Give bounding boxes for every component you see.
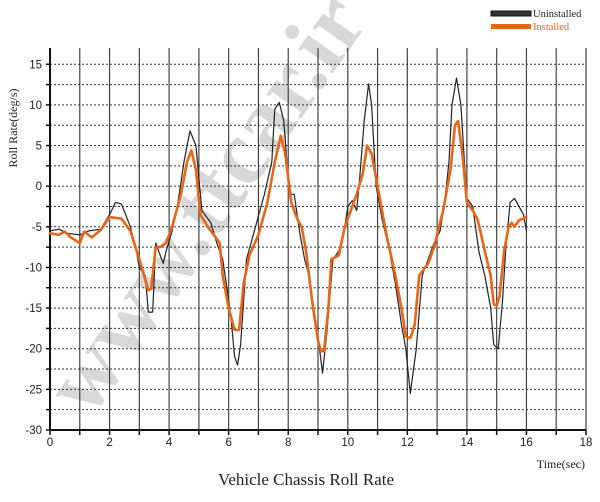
- x-tick-label: 10: [341, 437, 354, 449]
- x-tick-label: 12: [401, 437, 414, 449]
- legend-swatch-uninstalled: [490, 10, 532, 17]
- x-tick-label: 16: [520, 437, 533, 449]
- x-tick-label: 2: [106, 437, 112, 449]
- grid: [50, 48, 587, 430]
- y-tick-label: -20: [25, 344, 42, 356]
- x-tick-label: 6: [225, 437, 231, 449]
- y-tick-label: 5: [36, 141, 42, 153]
- y-tick-label: 15: [29, 59, 42, 71]
- y-tick-label: -25: [25, 384, 42, 396]
- axes: 0 2 4 6 8 10 12 14 16 18 15 10 5 0 -5 -10 -15 -20 -25 -30: [25, 48, 592, 449]
- x-tick-label: 0: [47, 437, 53, 449]
- x-axis-label: Time(sec): [537, 457, 585, 471]
- x-tick-label: 8: [285, 437, 291, 449]
- series-lines: [48, 77, 528, 394]
- y-tick-label: 10: [29, 100, 42, 112]
- legend-label-installed: Installed: [533, 22, 570, 33]
- y-tick-label: -15: [25, 303, 42, 315]
- x-tick-label: 14: [460, 437, 473, 449]
- x-tick-label: 18: [580, 437, 593, 449]
- chart-title: Vehicle Chassis Roll Rate: [218, 470, 394, 489]
- y-axis-label: Roll Rate(deg/s): [6, 89, 20, 168]
- legend-label-uninstalled: Uninstalled: [533, 9, 582, 20]
- legend: Uninstalled Installed: [490, 9, 582, 33]
- x-tick-label: 4: [166, 437, 173, 449]
- series-line-installed: [48, 119, 528, 353]
- y-tick-label: -10: [25, 262, 42, 274]
- y-tick-label: 0: [36, 181, 42, 193]
- legend-swatch-installed: [491, 24, 531, 29]
- y-tick-label: -30: [25, 425, 42, 437]
- y-tick-label: -5: [32, 222, 42, 234]
